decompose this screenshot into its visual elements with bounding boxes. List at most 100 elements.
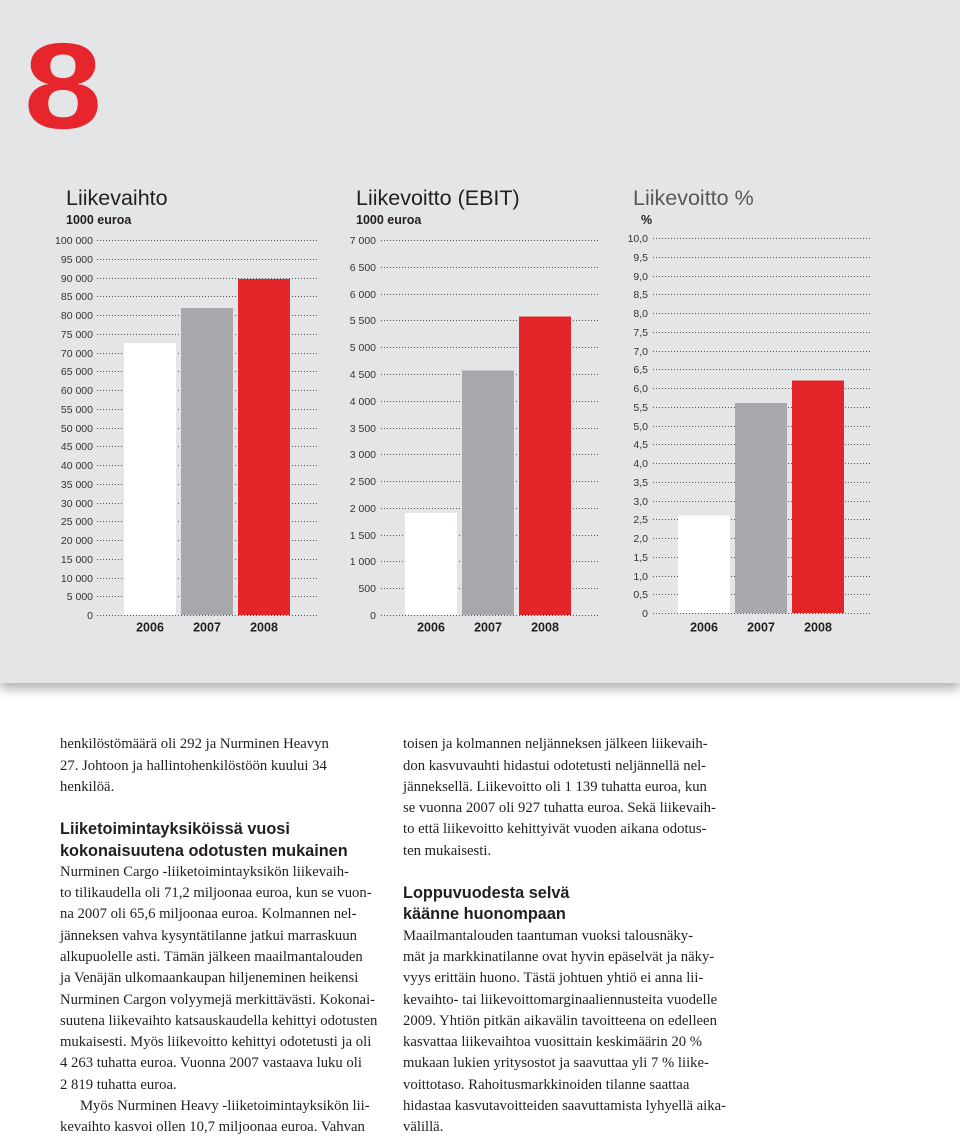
text-line: kasvattaa liikevaihtoa vuosittain keskim… <box>403 1034 702 1051</box>
y-tick-label: 5,5 <box>633 402 648 414</box>
text-line: se vuonna 2007 oli 927 tuhatta euroa. Se… <box>403 800 716 817</box>
paragraph: henkilöstömäärä oli 292 ja Nurminen Heav… <box>60 734 400 798</box>
y-tick-label: 0,5 <box>633 589 648 601</box>
paragraph: Nurminen Cargo -liiketoimintayksikön lii… <box>60 862 400 1096</box>
right-text-column: toisen ja kolmannen neljänneksen jälkeen… <box>403 734 743 1138</box>
y-tick-label: 20 000 <box>61 535 93 547</box>
text-line: käänne huonompaan <box>403 905 566 924</box>
bar-2007 <box>462 370 514 615</box>
text-line: suutena liikevaihto katsauskaudella kehi… <box>60 1012 378 1029</box>
text-line: vyys erittäin huono. Tästä johtuen yhtiö… <box>403 970 704 987</box>
text-line: Liiketoimintayksiköissä vuosi <box>60 820 290 839</box>
x-tick-label: 2007 <box>747 621 775 635</box>
y-tick-label: 85 000 <box>61 291 93 303</box>
text-line: Maailmantalouden taantuman vuoksi talous… <box>403 927 694 944</box>
chart-title: Liikevoitto (EBIT) <box>356 186 520 210</box>
text-line: Nurminen Cargon volyymejä merkittävästi.… <box>60 991 376 1008</box>
text-line: Myös Nurminen Heavy -liiketoimintayksikö… <box>80 1097 370 1114</box>
section-heading: Loppuvuodesta selvä käänne huonompaan <box>403 883 743 926</box>
y-tick-label: 2,0 <box>633 533 648 545</box>
x-tick-label: 2008 <box>804 621 832 635</box>
y-tick-label: 55 000 <box>61 404 93 416</box>
text-line: kevaihto- tai liikevoittomarginaaliennus… <box>403 991 718 1008</box>
y-tick-label: 15 000 <box>61 554 93 566</box>
y-tick-label: 70 000 <box>61 348 93 360</box>
text-line: hidastaa kasvutavoitteiden saavuttamista… <box>403 1097 727 1114</box>
chart-unit-label: 1000 euroa <box>66 213 132 227</box>
bar-2006 <box>124 343 176 615</box>
y-tick-label: 7,5 <box>633 327 648 339</box>
y-tick-label: 6,5 <box>633 364 648 376</box>
y-tick-label: 7 000 <box>350 235 376 247</box>
section-heading: Liiketoimintayksiköissä vuosi kokonaisuut… <box>60 819 400 862</box>
text-line: ja Venäjän ulkomaankaupan hiljeneminen h… <box>60 970 359 987</box>
y-tick-label: 3,0 <box>633 496 648 508</box>
y-tick-label: 3,5 <box>633 477 648 489</box>
chart-panel: 8 Liikevaihto 1000 euroa 0 5 000 10 000 15 00… <box>0 0 960 683</box>
y-tick-label: 8,5 <box>633 289 648 301</box>
text-line: 27. Johtoon ja hallintohenkilöstöön kuul… <box>60 757 327 774</box>
bar-2008 <box>792 380 844 613</box>
text-line: Nurminen Cargo -liiketoimintayksikön lii… <box>60 863 349 880</box>
bar-chart-1: Liikevaihto 1000 euroa 0 5 000 10 000 15 000 2… <box>55 186 318 635</box>
paragraph: toisen ja kolmannen neljänneksen jälkeen… <box>403 734 743 862</box>
charts-figure: 8 Liikevaihto 1000 euroa 0 5 000 10 000 15 00… <box>24 18 870 635</box>
y-tick-label: 7,0 <box>633 346 648 358</box>
y-tick-label: 0 <box>642 608 648 620</box>
x-tick-label: 2006 <box>417 621 445 635</box>
chart-unit-label: 1000 euroa <box>356 213 422 227</box>
page-number: 8 <box>24 18 102 154</box>
y-tick-label: 10,0 <box>628 233 649 245</box>
bar-2008 <box>238 279 290 615</box>
y-tick-label: 4 000 <box>350 396 376 408</box>
y-tick-label: 0 <box>87 610 93 622</box>
bar-2006 <box>405 513 457 615</box>
y-tick-label: 5 500 <box>350 315 376 327</box>
y-tick-label: 10 000 <box>61 573 93 585</box>
y-tick-label: 90 000 <box>61 273 93 285</box>
y-tick-label: 2,5 <box>633 514 648 526</box>
y-tick-label: 75 000 <box>61 329 93 341</box>
bar-2006 <box>678 515 730 613</box>
x-tick-label: 2006 <box>690 621 718 635</box>
text-line: kevaihto kasvoi ollen 10,7 miljoonaa eur… <box>60 1119 365 1136</box>
bar-2007 <box>735 403 787 613</box>
text-line: don kasvuvauhti hidastui odotetusti nelj… <box>403 757 707 774</box>
y-tick-label: 3 000 <box>350 449 376 461</box>
text-line: henkilöä. <box>60 778 115 795</box>
y-tick-label: 1 000 <box>350 556 376 568</box>
text-line: toisen ja kolmannen neljänneksen jälkeen… <box>403 736 708 753</box>
y-tick-label: 2 500 <box>350 476 376 488</box>
x-tick-label: 2008 <box>250 621 278 635</box>
x-tick-label: 2007 <box>474 621 502 635</box>
text-line: alkupuolelle asti. Tämän jälkeen maailma… <box>60 949 363 966</box>
left-text-column: henkilöstömäärä oli 292 ja Nurminen Heav… <box>60 734 400 1138</box>
text-line: mukaan lukien yritysostot ja saavuttaa y… <box>403 1055 709 1072</box>
y-tick-label: 4,5 <box>633 439 648 451</box>
chart-unit-label: % <box>641 213 652 227</box>
text-line: mät ja markkinatilanne ovat hyvin epäsel… <box>403 949 715 966</box>
y-tick-label: 5 000 <box>350 342 376 354</box>
text-line: 4 263 tuhatta euroa. Vuonna 2007 vastaav… <box>60 1055 362 1072</box>
text-line: ten mukaisesti. <box>403 842 492 859</box>
y-tick-label: 95 000 <box>61 254 93 266</box>
x-tick-label: 2008 <box>531 621 559 635</box>
y-tick-label: 8,0 <box>633 308 648 320</box>
y-tick-label: 25 000 <box>61 516 93 528</box>
y-tick-label: 65 000 <box>61 366 93 378</box>
text-line: to että liikevoitto kehittyivät vuoden a… <box>403 821 707 838</box>
y-tick-label: 4,0 <box>633 458 648 470</box>
chart-title: Liikevoitto % <box>633 186 754 210</box>
y-tick-label: 6,0 <box>633 383 648 395</box>
y-tick-label: 1,5 <box>633 552 648 564</box>
chart-title: Liikevaihto <box>66 186 168 210</box>
text-line: mukaisesti. Myös liikevoitto kehittyi od… <box>60 1034 372 1051</box>
y-tick-label: 35 000 <box>61 479 93 491</box>
bar-2008 <box>519 316 571 615</box>
y-tick-label: 5,0 <box>633 421 648 433</box>
bar-chart-3: Liikevoitto %% 0 0,5 1,0 1,5 2,0 2,5 3,0 3,5 4,0 4… <box>628 186 870 635</box>
x-tick-label: 2007 <box>193 621 221 635</box>
y-tick-label: 1 500 <box>350 530 376 542</box>
text-line: 2009. Yhtiön pitkän aikavälin tavoitteen… <box>403 1012 717 1029</box>
